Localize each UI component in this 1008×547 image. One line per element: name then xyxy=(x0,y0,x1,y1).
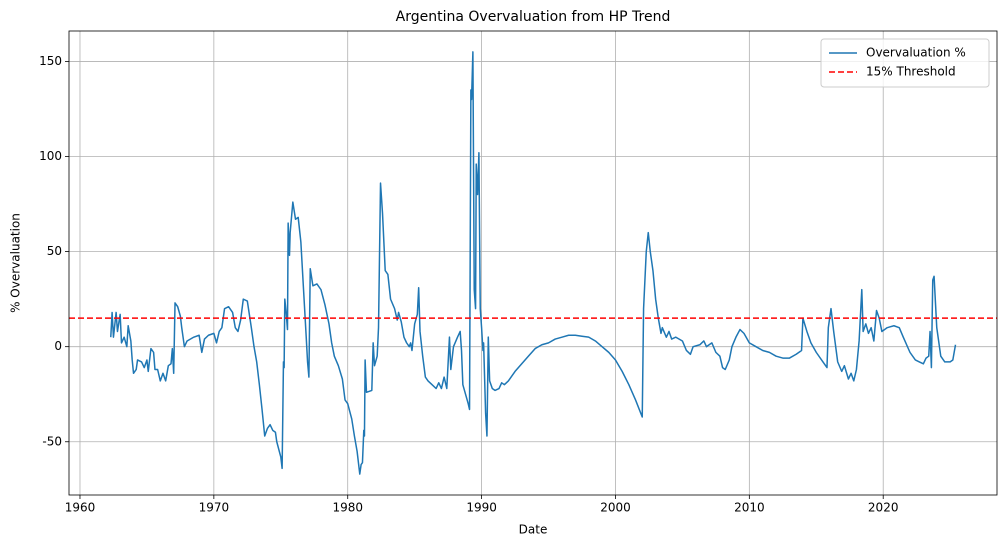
legend-label: 15% Threshold xyxy=(866,65,956,79)
x-tick-label: 2000 xyxy=(600,501,631,515)
y-axis-label: % Overvaluation xyxy=(9,213,23,313)
grid xyxy=(69,31,997,495)
x-tick-label: 1960 xyxy=(65,501,96,515)
legend-label: Overvaluation % xyxy=(866,46,966,60)
y-tick-label: 150 xyxy=(39,54,62,68)
y-tick-label: 0 xyxy=(54,339,62,353)
x-tick-label: 2010 xyxy=(734,501,765,515)
chart-title: Argentina Overvaluation from HP Trend xyxy=(396,9,671,25)
legend-box xyxy=(820,38,990,88)
y-tick-label: 50 xyxy=(47,244,62,258)
y-tick-label: -50 xyxy=(42,434,62,448)
x-tick-label: 1990 xyxy=(466,501,497,515)
x-tick-label: 1970 xyxy=(199,501,230,515)
x-tick-label: 1980 xyxy=(332,501,363,515)
x-axis-label: Date xyxy=(519,523,548,537)
plot-frame xyxy=(68,30,998,496)
y-tick-label: 100 xyxy=(39,149,62,163)
data-line xyxy=(110,51,957,475)
x-tick-label: 2020 xyxy=(868,501,899,515)
legend: Overvaluation % 15% Threshold xyxy=(820,38,990,88)
